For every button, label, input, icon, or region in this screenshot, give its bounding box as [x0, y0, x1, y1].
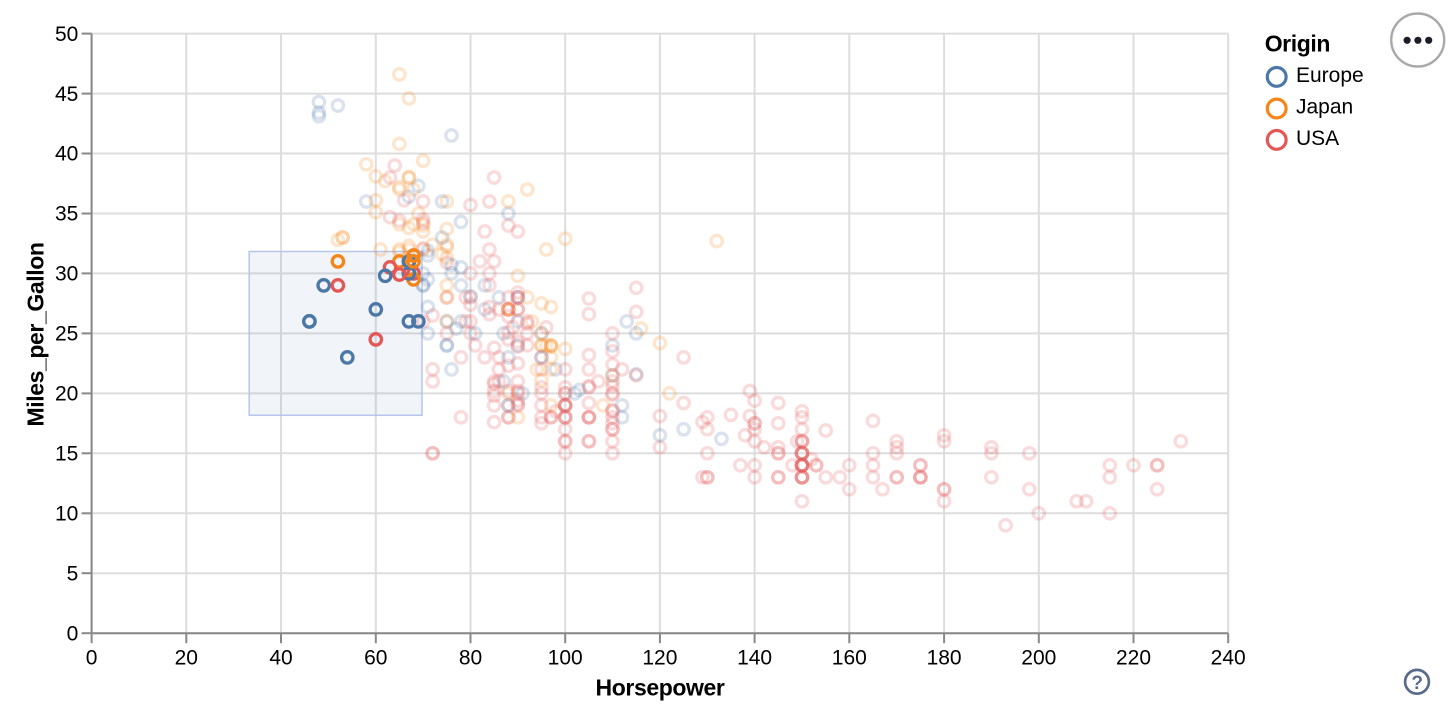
- svg-text:80: 80: [459, 647, 482, 670]
- svg-text:45: 45: [55, 83, 78, 106]
- svg-text:25: 25: [55, 323, 78, 346]
- svg-text:Japan: Japan: [1296, 96, 1353, 119]
- svg-text:120: 120: [642, 647, 677, 670]
- svg-text:Horsepower: Horsepower: [596, 675, 725, 701]
- svg-text:USA: USA: [1296, 127, 1339, 150]
- svg-text:0: 0: [86, 647, 98, 670]
- svg-text:10: 10: [55, 503, 78, 526]
- svg-text:Miles_per_Gallon: Miles_per_Gallon: [23, 242, 49, 426]
- svg-text:Europe: Europe: [1296, 64, 1364, 87]
- svg-text:40: 40: [55, 143, 78, 166]
- svg-text:100: 100: [548, 647, 583, 670]
- svg-text:35: 35: [55, 203, 78, 226]
- svg-text:20: 20: [175, 647, 198, 670]
- svg-text:40: 40: [269, 647, 292, 670]
- svg-text:160: 160: [832, 647, 867, 670]
- svg-text:Origin: Origin: [1265, 30, 1330, 56]
- svg-text:200: 200: [1021, 647, 1056, 670]
- svg-text:60: 60: [364, 647, 387, 670]
- svg-text:?: ?: [1411, 673, 1423, 694]
- svg-text:0: 0: [67, 622, 79, 645]
- svg-text:220: 220: [1116, 647, 1151, 670]
- svg-text:140: 140: [737, 647, 772, 670]
- svg-text:15: 15: [55, 443, 78, 466]
- svg-text:180: 180: [927, 647, 962, 670]
- svg-text:5: 5: [67, 562, 79, 585]
- svg-text:240: 240: [1211, 647, 1246, 670]
- svg-text:20: 20: [55, 383, 78, 406]
- svg-text:50: 50: [55, 23, 78, 46]
- svg-text:30: 30: [55, 263, 78, 286]
